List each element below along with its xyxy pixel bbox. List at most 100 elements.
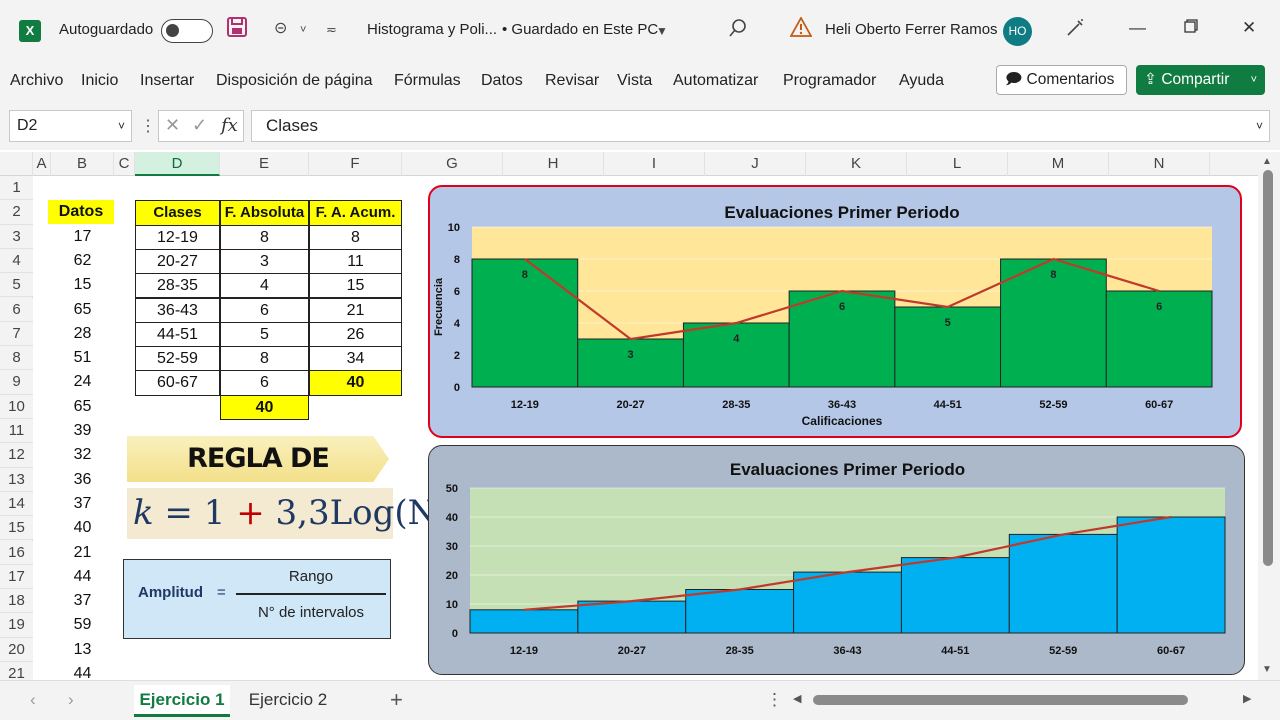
row-header[interactable]: 19: [0, 613, 33, 638]
table-cell[interactable]: 6: [220, 297, 309, 323]
scroll-up-icon[interactable]: ▲: [1262, 156, 1272, 167]
select-all-corner[interactable]: [0, 152, 33, 176]
datos-cell[interactable]: 15: [73, 276, 92, 294]
datos-cell[interactable]: 32: [73, 446, 92, 464]
datos-cell[interactable]: 37: [73, 494, 92, 512]
menu-ayuda[interactable]: Ayuda: [899, 72, 945, 89]
column-header[interactable]: B: [51, 152, 114, 176]
datos-cell[interactable]: 21: [73, 543, 92, 561]
vertical-scroll-thumb[interactable]: [1263, 170, 1273, 566]
datos-cell[interactable]: 44: [73, 567, 92, 585]
datos-cell[interactable]: 62: [73, 251, 92, 269]
menu-insertar[interactable]: Insertar: [140, 72, 195, 89]
menu-automatizar[interactable]: Automatizar: [673, 72, 759, 89]
search-icon[interactable]: [728, 18, 748, 43]
polygon-line[interactable]: [524, 257, 1160, 341]
prev-sheet-icon[interactable]: ‹: [30, 690, 36, 709]
datos-header[interactable]: Datos: [48, 200, 114, 224]
row-header[interactable]: 8: [0, 346, 33, 371]
datos-cell[interactable]: 40: [73, 519, 92, 537]
column-header[interactable]: M: [1008, 152, 1109, 176]
row-header[interactable]: 17: [0, 564, 33, 590]
column-header[interactable]: A: [33, 152, 51, 176]
horizontal-scrollbar[interactable]: ◀ ▶: [791, 691, 1259, 709]
column-header[interactable]: N: [1109, 152, 1210, 176]
next-sheet-icon[interactable]: ›: [68, 690, 74, 709]
bar[interactable]: [793, 571, 902, 634]
row-header[interactable]: 3: [0, 224, 33, 249]
table-cell[interactable]: 6: [220, 370, 309, 396]
table-cell[interactable]: 12-19: [135, 224, 220, 250]
scroll-down-icon[interactable]: ▼: [1262, 664, 1272, 675]
table-cell[interactable]: 36-43: [135, 297, 220, 323]
column-header[interactable]: E: [220, 152, 309, 176]
bar[interactable]: [682, 322, 790, 388]
row-header[interactable]: 11: [0, 419, 33, 444]
histogram-chart[interactable]: Evaluaciones Primer Periodo 0 2 4 6 8 10 12-19 8…: [428, 185, 1242, 438]
share-link-icon[interactable]: ⊝: [274, 20, 288, 37]
comments-button[interactable]: 🗩 Comentarios: [996, 65, 1127, 95]
row-header[interactable]: 13: [0, 467, 33, 492]
row-header[interactable]: 15: [0, 516, 33, 541]
row-header[interactable]: 2: [0, 200, 33, 225]
more-options-icon[interactable]: ⋮: [766, 690, 783, 709]
chevron-down-icon[interactable]: ▼: [656, 24, 668, 38]
cumulative-chart[interactable]: Evaluaciones Primer Periodo 0 10 20 30 40 50 12…: [428, 445, 1245, 675]
row-header[interactable]: 6: [0, 297, 33, 322]
close-icon[interactable]: ✕: [1242, 18, 1257, 37]
datos-cell[interactable]: 17: [73, 227, 92, 245]
chevron-down-icon[interactable]: ˅: [300, 24, 307, 36]
table-cell[interactable]: 26: [309, 321, 402, 348]
table-cell[interactable]: 44-51: [135, 321, 220, 348]
column-header[interactable]: J: [705, 152, 806, 176]
vertical-scrollbar[interactable]: ▲ ▼: [1258, 152, 1280, 680]
designer-icon[interactable]: [1065, 18, 1085, 43]
table-cell[interactable]: 4: [220, 273, 309, 299]
insert-function-icon[interactable]: fx: [221, 115, 238, 136]
row-header[interactable]: 9: [0, 370, 33, 395]
menu-formulas[interactable]: Fórmulas: [394, 72, 461, 89]
row-header[interactable]: 16: [0, 540, 33, 565]
datos-cell[interactable]: 51: [73, 349, 92, 367]
bar[interactable]: [788, 290, 896, 388]
row-header[interactable]: 12: [0, 443, 33, 468]
restore-icon[interactable]: [1184, 18, 1198, 38]
user-name[interactable]: Heli Oberto Ferrer Ramos: [825, 21, 998, 38]
row-header[interactable]: 4: [0, 248, 33, 274]
cancel-icon[interactable]: ✕: [165, 115, 181, 135]
row-header[interactable]: 14: [0, 491, 33, 517]
bar[interactable]: [1008, 533, 1118, 634]
formula-input[interactable]: Clases ˅: [251, 110, 1270, 142]
column-header[interactable]: C: [114, 152, 135, 176]
table-cell[interactable]: 34: [309, 346, 402, 372]
menu-revisar[interactable]: Revisar: [545, 72, 600, 89]
name-box[interactable]: D2 ˅: [9, 110, 132, 142]
menu-programador[interactable]: Programador: [783, 72, 877, 89]
bar[interactable]: [1116, 516, 1226, 634]
column-header-selected[interactable]: D: [135, 152, 220, 176]
total-acumulada-cell[interactable]: 40: [309, 370, 402, 396]
bar[interactable]: [685, 589, 795, 634]
bar[interactable]: [900, 557, 1010, 634]
datos-cell[interactable]: 65: [73, 300, 92, 318]
confirm-icon[interactable]: ✓: [192, 115, 208, 135]
table-cell[interactable]: 28-35: [135, 273, 220, 299]
row-header[interactable]: 20: [0, 637, 33, 662]
column-header[interactable]: H: [503, 152, 604, 176]
menu-vista[interactable]: Vista: [617, 72, 653, 89]
table-cell[interactable]: 20-27: [135, 248, 220, 275]
column-header[interactable]: K: [806, 152, 907, 176]
bar[interactable]: [577, 338, 684, 388]
table-header-cell[interactable]: F. Absoluta: [220, 200, 309, 226]
datos-cell[interactable]: 65: [73, 397, 92, 415]
total-absoluta-cell[interactable]: 40: [220, 394, 309, 420]
sheet-tab-ejercicio-1[interactable]: Ejercicio 1: [134, 685, 230, 717]
chevron-down-icon[interactable]: ˅: [1250, 74, 1257, 86]
warning-icon[interactable]: [789, 16, 813, 42]
table-header-cell[interactable]: Clases: [135, 200, 220, 226]
row-header[interactable]: 1: [0, 176, 33, 201]
save-icon[interactable]: [226, 16, 248, 43]
menu-datos[interactable]: Datos: [481, 72, 523, 89]
menu-disposicion[interactable]: Disposición de página: [216, 72, 373, 89]
horizontal-scroll-thumb[interactable]: [813, 695, 1188, 705]
